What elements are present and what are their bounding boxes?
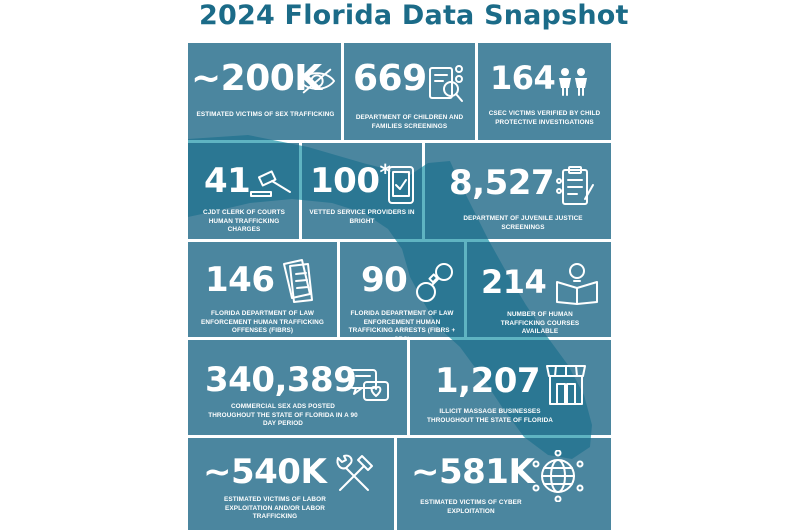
stat-tile-vetted-providers: 100* Vetted service providers in Bright [302,143,422,239]
stat-label: Estimated victims of cyber exploitation [420,499,522,515]
documents-icon [278,256,320,304]
stat-label: Vetted service providers in Bright [309,209,415,225]
stat-tile-djj-screenings: 8,527 Department of Juvenile Justice Scr… [425,143,611,239]
document-search-icon [427,63,465,105]
handcuffs-icon [414,262,456,304]
stat-tile-massage-businesses: 1,207 Illicit massage businesses through… [410,340,611,435]
stat-tile-commercial-ads: 340,389 Commercial sex ads posted throug… [188,340,407,435]
stat-tile-labor-exploitation: ~540K Estimated victims of labor exploit… [188,438,394,530]
stat-tile-fdle-offenses: 146 Florida Department of Law Enforcemen… [188,242,337,337]
stat-tile-csec-victims: 164 CSEC victims verified by child prote… [478,43,611,140]
stat-label: Estimated victims of sex trafficking [196,111,335,118]
tools-icon [332,452,376,496]
stat-tile-clerk-charges: 41 CJDT Clerk of Courts Human Traffickin… [188,143,299,239]
stat-tile-dcf-screenings: 669 Department of Children and Families … [344,43,475,140]
data-grid: ~200K Estimated victims of sex trafficki… [188,43,611,530]
book-lightbulb-icon [555,260,599,306]
stat-tile-cyber-exploitation: ~581K Estimated victims of cyber exploit… [397,438,611,530]
stat-value-number: 100 [310,161,380,201]
stat-label: Department of Juvenile Justice Screening… [463,215,583,231]
stat-label: Estimated victims of labor exploitation … [224,496,326,521]
eye-slash-icon [298,66,336,96]
page-title: 2024 Florida Data Snapshot [199,0,629,31]
stat-tile-sex-trafficking: ~200K Estimated victims of sex trafficki… [188,43,341,140]
stat-value: 214 [481,263,547,301]
clipboard-icon [555,165,595,207]
tablet-check-icon [386,165,416,205]
stat-value: ~200K [191,58,322,99]
stat-label: CSEC victims verified by child protectiv… [488,110,601,126]
storefront-icon [545,362,587,408]
stat-value: ~581K [411,452,535,492]
children-icon [555,66,591,96]
stat-label: CJDT Clerk of Courts Human Trafficking C… [203,209,285,234]
stat-value: 669 [353,58,427,99]
stat-value: ~540K [203,452,327,492]
globe-network-icon [531,450,585,502]
stat-label: Illicit massage businesses throughout th… [426,408,554,424]
gavel-icon [248,170,293,198]
stat-label: Number of Human Trafficking Courses Avai… [500,311,580,336]
stat-value: 1,207 [435,361,541,401]
stat-value: 8,527 [449,163,555,203]
stat-tile-courses: 214 Number of Human Trafficking Courses … [467,242,611,337]
stat-label: Commercial sex ads posted throughout the… [208,403,358,428]
stat-value-asterisk: * [379,161,391,186]
stat-label: Department of Children and Families Scre… [355,114,464,130]
stat-value: 164 [490,59,556,97]
stat-value: 100* [310,161,391,201]
stat-value: 41 [204,161,251,201]
chat-heart-icon [348,364,390,406]
stat-label: Florida Department of Law Enforcement Hu… [201,310,324,335]
stat-value: 90 [361,260,408,300]
stat-tile-fdle-arrests: 90 Florida Department of Law Enforcement… [340,242,464,343]
stat-value: 340,389 [205,360,357,400]
stat-value: 146 [205,260,275,300]
stat-label: Florida Department of Law Enforcement Hu… [348,310,456,343]
